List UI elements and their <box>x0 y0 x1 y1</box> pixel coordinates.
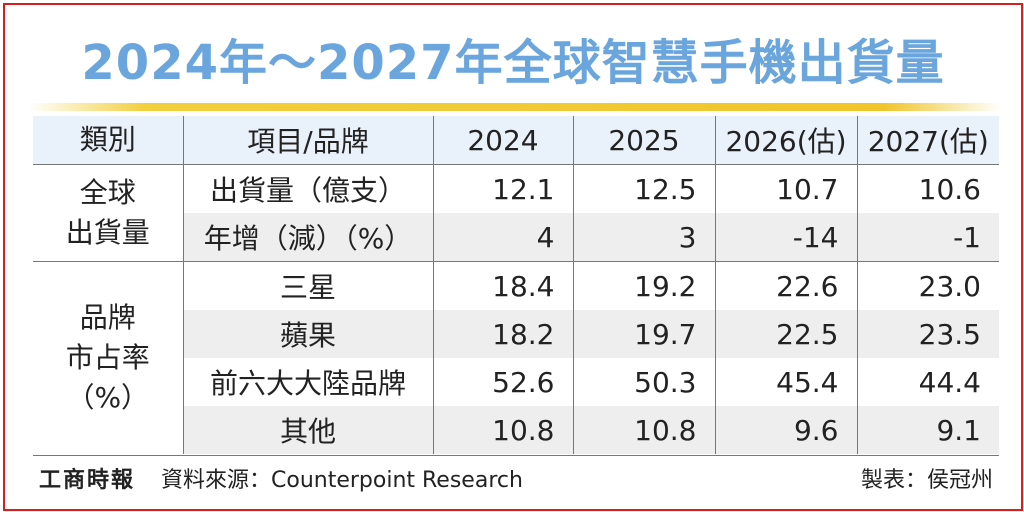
cell-value: 22.6 <box>715 261 858 310</box>
cell-value: 19.7 <box>573 310 716 358</box>
cell-value: 19.2 <box>573 261 716 310</box>
table-row: 年增（減）（%） 4 3 -14 -1 <box>33 213 999 262</box>
item-label: 蘋果 <box>183 310 434 358</box>
header-2025: 2025 <box>573 116 716 165</box>
item-label: 出貨量（億支） <box>183 164 434 213</box>
source-credit: 資料來源：Counterpoint Research <box>161 468 523 493</box>
cell-value: 10.8 <box>433 406 574 454</box>
category-line: 出貨量 <box>65 216 150 249</box>
table-row: 前六大大陸品牌 52.6 50.3 45.4 44.4 <box>33 358 999 406</box>
cell-value: 18.4 <box>433 261 574 310</box>
cell-value: -1 <box>857 213 999 262</box>
table-row: 蘋果 18.2 19.7 22.5 23.5 <box>33 310 999 358</box>
cell-value: -14 <box>715 213 858 262</box>
item-label: 其他 <box>183 406 434 454</box>
item-label: 三星 <box>183 261 434 310</box>
category-line: 全球 <box>79 176 136 209</box>
cell-value: 4 <box>433 213 574 262</box>
title-underline <box>29 103 1001 111</box>
publisher-logo: 工商時報 <box>39 467 136 493</box>
cell-value: 12.1 <box>433 164 574 213</box>
footer: 工商時報 資料來源：Counterpoint Research 製表：侯冠州 <box>33 455 999 496</box>
cell-value: 50.3 <box>573 358 716 406</box>
category-global-shipments: 全球 出貨量 <box>33 164 184 262</box>
shipment-table: 類別 項目/品牌 2024 2025 2026(估) 2027(估) 全球 出貨… <box>33 116 999 454</box>
infographic-frame: 2024年～2027年全球智慧手機出貨量 類別 項目/品牌 2024 2025 … <box>3 3 1023 511</box>
cell-value: 23.5 <box>857 310 999 358</box>
cell-value: 12.5 <box>573 164 716 213</box>
category-line: （%） <box>66 381 150 414</box>
header-item: 項目/品牌 <box>183 116 434 165</box>
table-maker-credit: 製表：侯冠州 <box>860 468 993 493</box>
header-2024: 2024 <box>433 116 574 165</box>
page-title: 2024年～2027年全球智慧手機出貨量 <box>81 35 945 91</box>
header-2027: 2027(估) <box>857 116 999 165</box>
table-row: 全球 出貨量 出貨量（億支） 12.1 12.5 10.7 10.6 <box>33 164 999 262</box>
table-row: 品牌 市占率 （%） 三星 18.4 19.2 22.6 23.0 <box>33 261 999 454</box>
category-line: 市占率 <box>65 341 150 374</box>
cell-value: 10.8 <box>573 406 716 454</box>
table-row: 其他 10.8 10.8 9.6 9.1 <box>33 406 999 454</box>
category-line: 品牌 <box>79 301 136 334</box>
item-label: 年增（減）（%） <box>183 213 434 262</box>
cell-value: 52.6 <box>433 358 574 406</box>
table-header-row: 類別 項目/品牌 2024 2025 2026(估) 2027(估) <box>33 116 999 165</box>
cell-value: 3 <box>573 213 716 262</box>
category-brand-share: 品牌 市占率 （%） <box>33 261 184 454</box>
cell-value: 18.2 <box>433 310 574 358</box>
cell-value: 9.1 <box>857 406 999 454</box>
cell-value: 23.0 <box>918 269 981 303</box>
header-category: 類別 <box>33 116 184 165</box>
header-2026: 2026(估) <box>715 116 858 165</box>
cell-value: 44.4 <box>918 365 981 399</box>
cell-value: 10.6 <box>918 172 981 206</box>
cell-value: 9.6 <box>715 406 858 454</box>
cell-value: 10.7 <box>715 164 858 213</box>
cell-value: 45.4 <box>715 358 858 406</box>
item-label: 前六大大陸品牌 <box>183 358 434 406</box>
cell-value: 22.5 <box>715 310 858 358</box>
